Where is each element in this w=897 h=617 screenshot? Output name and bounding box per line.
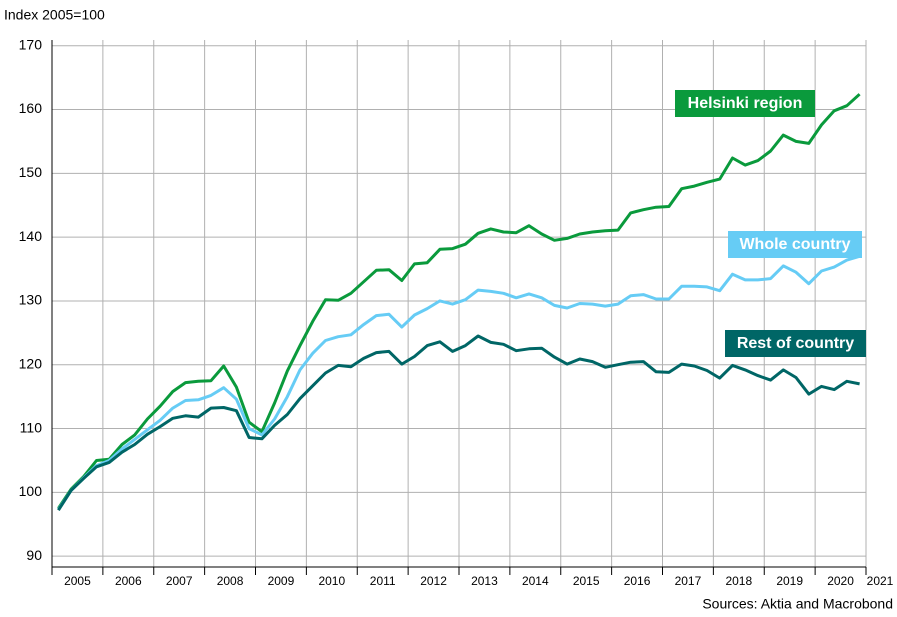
series-line xyxy=(57,93,861,510)
y-tick-label: 110 xyxy=(20,419,43,435)
legend-box xyxy=(725,330,866,357)
y-tick-label: 100 xyxy=(19,483,43,499)
x-tick-label: 2013 xyxy=(471,574,498,588)
series-line xyxy=(57,334,860,512)
y-tick-label: 130 xyxy=(19,292,43,308)
legend-label: Whole country xyxy=(739,236,850,253)
x-tick-label: 2011 xyxy=(370,574,396,588)
legend-label: Helsinki region xyxy=(688,95,803,112)
y-tick-label: 160 xyxy=(19,100,43,116)
legend-box xyxy=(728,231,862,258)
legend-box xyxy=(675,90,815,117)
x-tick-label: 2008 xyxy=(217,574,244,588)
y-tick-label: 90 xyxy=(26,547,42,563)
y-axis-label: Index 2005=100 xyxy=(4,7,105,23)
x-tick-label: 2007 xyxy=(166,574,193,588)
x-tick-label: 2012 xyxy=(420,574,447,588)
x-tick-label: 2018 xyxy=(725,574,752,588)
source-note: Sources: Aktia and Macrobond xyxy=(702,596,893,612)
x-tick-label: 2006 xyxy=(115,574,142,588)
x-tick-label: 2009 xyxy=(268,574,295,588)
x-tick-label: 2021 xyxy=(867,574,894,588)
x-tick-label: 2010 xyxy=(318,574,345,588)
x-tick-label: 2005 xyxy=(64,574,91,588)
x-tick-label: 2017 xyxy=(675,574,702,588)
x-tick-label: 2015 xyxy=(573,574,600,588)
series-line xyxy=(57,254,861,511)
y-tick-label: 150 xyxy=(19,164,43,180)
x-tick-label: 2016 xyxy=(624,574,651,588)
x-tick-label: 2014 xyxy=(522,574,549,588)
y-tick-label: 120 xyxy=(19,355,43,371)
x-tick-label: 2019 xyxy=(776,574,803,588)
x-tick-label: 2020 xyxy=(827,574,854,588)
y-tick-label: 170 xyxy=(19,36,43,52)
y-tick-label: 140 xyxy=(19,228,43,244)
legend-label: Rest of country xyxy=(737,335,854,352)
